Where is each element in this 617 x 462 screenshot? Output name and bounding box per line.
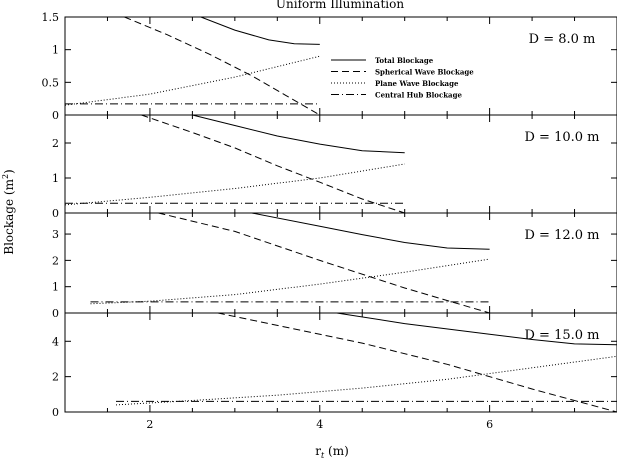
series-dotted-line bbox=[90, 258, 490, 305]
y-tick-label: 2 bbox=[52, 254, 59, 267]
panel-series bbox=[90, 213, 490, 313]
panel-4: 0 2 4 D = 15.0 m bbox=[52, 312, 617, 419]
series-solid-line bbox=[200, 17, 320, 45]
y-tick-label: 0 bbox=[52, 307, 59, 320]
series-dashed-line bbox=[141, 115, 405, 213]
series-dashed-line bbox=[158, 213, 490, 313]
panel-series bbox=[65, 17, 321, 115]
panel-series bbox=[115, 313, 617, 412]
panel-label: D = 15.0 m bbox=[525, 328, 600, 343]
panel-label: D = 8.0 m bbox=[529, 32, 596, 47]
x-axis-label: rt (m) bbox=[315, 444, 349, 460]
series-solid-line bbox=[192, 115, 405, 154]
series-dashed-line bbox=[217, 313, 617, 412]
legend-entry-label: Plane Wave Blockage bbox=[375, 79, 459, 88]
y-tick-label: 2 bbox=[52, 371, 59, 384]
panel-series bbox=[65, 115, 405, 213]
series-dotted-line bbox=[65, 163, 405, 206]
y-tick-label: 2 bbox=[52, 137, 59, 150]
y-tick-label: 1 bbox=[52, 281, 59, 294]
panel-1: 0 0.5 1 1.5 D = 8.0 m bbox=[42, 11, 617, 122]
series-dotted-line bbox=[115, 355, 617, 406]
series-solid-line bbox=[251, 213, 490, 250]
x-tick-label: 6 bbox=[486, 418, 493, 431]
panel-label: D = 12.0 m bbox=[525, 228, 600, 243]
x-tick-label: 2 bbox=[146, 418, 153, 431]
y-tick-label: 1 bbox=[52, 172, 59, 185]
x-axis: 2 4 6 bbox=[146, 418, 493, 431]
panel-3: 0 1 2 3 D = 12.0 m bbox=[52, 212, 617, 320]
legend: Total Blockage Spherical Wave Blockage Pla… bbox=[331, 56, 474, 100]
chart-panels: 0 0.5 1 1.5 D = 8.0 m 0 1 2 D = 10.0 m 0 1 2 3 D = 12… bbox=[42, 11, 617, 419]
series-solid-line bbox=[336, 313, 617, 346]
series-dashed-line bbox=[124, 17, 321, 115]
y-tick-label: 4 bbox=[52, 335, 59, 348]
y-tick-label: 0 bbox=[52, 406, 59, 419]
panel-frame bbox=[64, 312, 617, 413]
y-axis-label: Blockage (m2) bbox=[1, 169, 16, 254]
series-dotted-line bbox=[65, 55, 320, 106]
x-tick-label: 4 bbox=[316, 418, 323, 431]
y-tick-label: 0 bbox=[52, 109, 59, 122]
y-tick-label: 0.5 bbox=[42, 76, 60, 89]
panel-label: D = 10.0 m bbox=[525, 130, 600, 145]
y-tick-label: 3 bbox=[52, 228, 59, 241]
legend-entry-label: Total Blockage bbox=[375, 56, 434, 65]
y-tick-label: 1.5 bbox=[42, 11, 60, 24]
legend-entry-label: Central Hub Blockage bbox=[375, 91, 462, 100]
panel-2: 0 1 2 D = 10.0 m bbox=[52, 114, 617, 220]
legend-entry-label: Spherical Wave Blockage bbox=[375, 68, 474, 77]
y-tick-label: 1 bbox=[52, 44, 59, 57]
chart-title: Uniform Illumination bbox=[276, 0, 404, 11]
y-tick-label: 0 bbox=[52, 207, 59, 220]
